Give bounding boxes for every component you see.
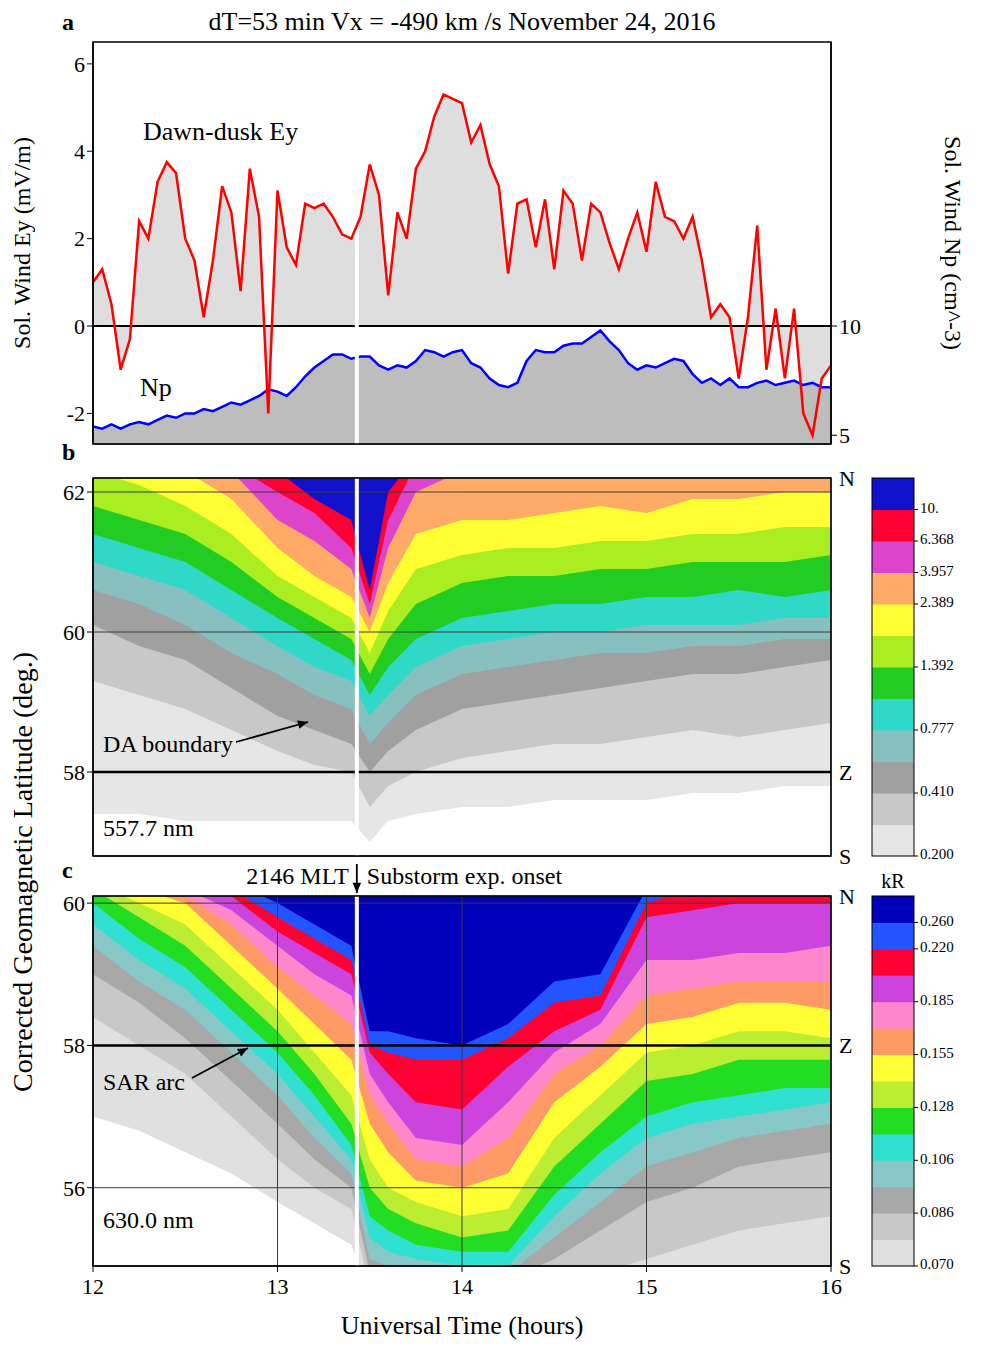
svg-text:58: 58 bbox=[63, 760, 85, 785]
svg-text:Dawn-dusk Ey: Dawn-dusk Ey bbox=[143, 117, 298, 146]
svg-text:S: S bbox=[839, 1254, 851, 1279]
svg-text:2.389: 2.389 bbox=[920, 594, 954, 610]
svg-text:0.777: 0.777 bbox=[920, 720, 954, 736]
svg-text:0.220: 0.220 bbox=[920, 939, 954, 955]
svg-text:S: S bbox=[839, 844, 851, 869]
svg-text:a: a bbox=[62, 9, 74, 35]
svg-text:14: 14 bbox=[451, 1274, 473, 1299]
svg-text:60: 60 bbox=[63, 620, 85, 645]
svg-text:Z: Z bbox=[839, 760, 852, 785]
svg-text:62: 62 bbox=[63, 480, 85, 505]
svg-text:6.368: 6.368 bbox=[920, 531, 954, 547]
svg-text:Corrected Geomagnetic Latitude: Corrected Geomagnetic Latitude (deg.) bbox=[7, 652, 38, 1092]
svg-text:10.: 10. bbox=[920, 500, 939, 516]
svg-text:Np: Np bbox=[140, 373, 172, 402]
svg-text:SAR arc: SAR arc bbox=[103, 1069, 185, 1095]
svg-text:0.200: 0.200 bbox=[920, 846, 954, 862]
svg-text:0: 0 bbox=[74, 314, 85, 339]
svg-text:16: 16 bbox=[820, 1273, 842, 1299]
svg-text:5: 5 bbox=[839, 423, 850, 448]
svg-text:dT=53 min Vx = -490 km /s: dT=53 min Vx = -490 km /s November 24, 2… bbox=[209, 7, 716, 36]
svg-text:Sol. Wind Ey (mV/m): Sol. Wind Ey (mV/m) bbox=[9, 137, 35, 349]
svg-text:1.392: 1.392 bbox=[920, 657, 954, 673]
svg-text:Substorm exp. onset: Substorm exp. onset bbox=[367, 863, 563, 889]
svg-text:DA boundary: DA boundary bbox=[103, 731, 233, 757]
svg-text:Z: Z bbox=[839, 1033, 852, 1058]
svg-text:N: N bbox=[839, 884, 855, 909]
svg-text:0.106: 0.106 bbox=[920, 1151, 954, 1167]
svg-text:58: 58 bbox=[63, 1033, 85, 1058]
svg-text:13: 13 bbox=[267, 1274, 289, 1299]
svg-text:N: N bbox=[839, 466, 855, 491]
svg-text:0.260: 0.260 bbox=[920, 913, 954, 929]
svg-text:60: 60 bbox=[63, 891, 85, 916]
svg-text:Universal Time (hours): Universal Time (hours) bbox=[341, 1311, 584, 1340]
svg-text:0.086: 0.086 bbox=[920, 1204, 954, 1220]
svg-text:2146 MLT: 2146 MLT bbox=[246, 863, 349, 889]
svg-text:-2: -2 bbox=[67, 401, 85, 426]
svg-text:3.957: 3.957 bbox=[920, 563, 954, 579]
svg-text:0.410: 0.410 bbox=[920, 783, 954, 799]
svg-text:4: 4 bbox=[74, 139, 85, 164]
svg-text:Sol. Wind Np (cm^-3): Sol. Wind Np (cm^-3) bbox=[940, 136, 966, 350]
svg-text:kR: kR bbox=[881, 870, 905, 892]
svg-text:0.155: 0.155 bbox=[920, 1045, 954, 1061]
svg-text:0.070: 0.070 bbox=[920, 1256, 954, 1272]
svg-text:6: 6 bbox=[74, 52, 85, 77]
svg-text:2: 2 bbox=[74, 226, 85, 251]
svg-text:12: 12 bbox=[82, 1274, 104, 1299]
svg-text:0.128: 0.128 bbox=[920, 1098, 954, 1114]
svg-text:630.0 nm: 630.0 nm bbox=[103, 1207, 194, 1233]
svg-text:557.7 nm: 557.7 nm bbox=[103, 815, 194, 841]
svg-text:15: 15 bbox=[636, 1274, 658, 1299]
svg-text:b: b bbox=[62, 439, 75, 465]
svg-text:56: 56 bbox=[63, 1176, 85, 1201]
svg-text:c: c bbox=[62, 857, 73, 883]
svg-text:10: 10 bbox=[839, 314, 861, 339]
svg-text:0.185: 0.185 bbox=[920, 992, 954, 1008]
